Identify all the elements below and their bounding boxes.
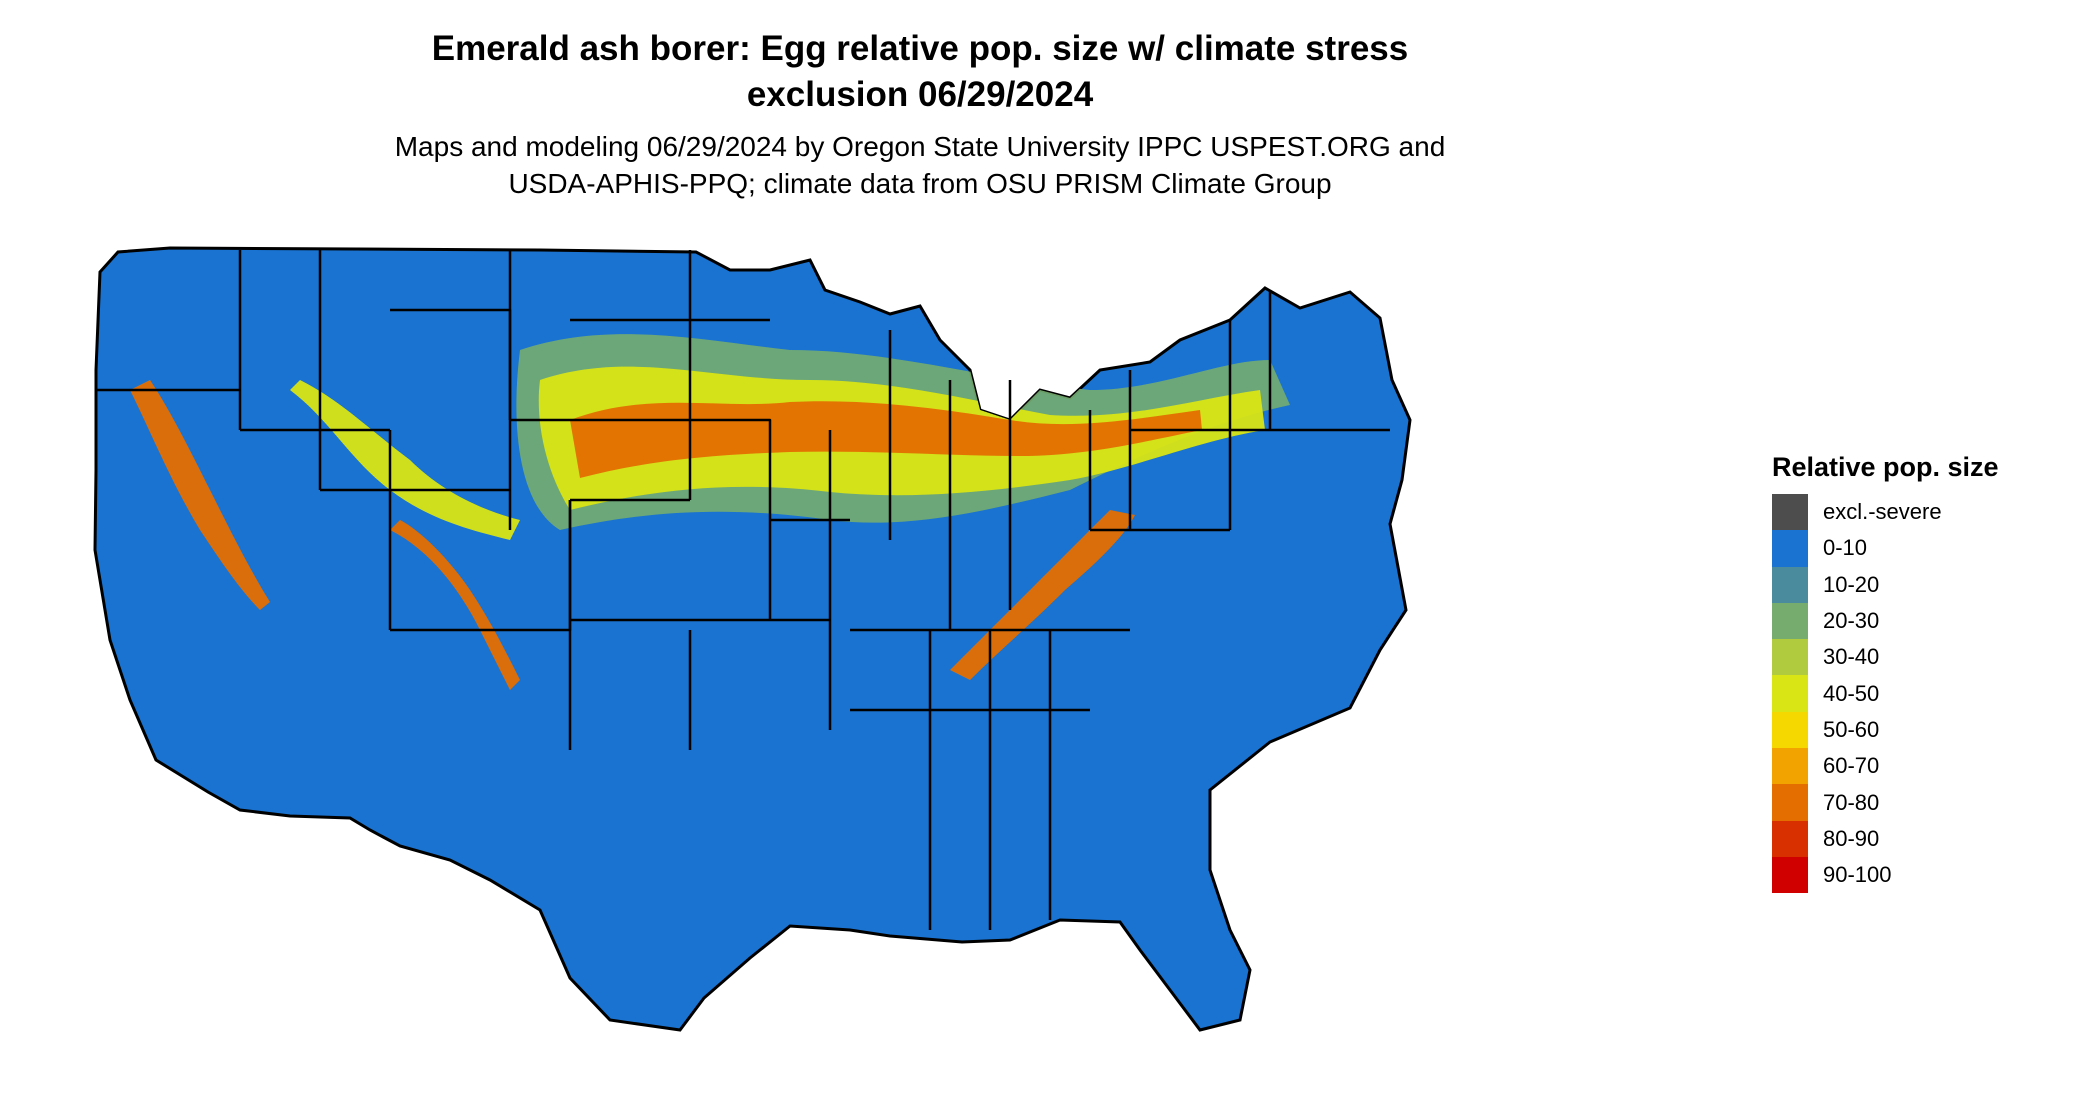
western-band-2	[290, 380, 520, 540]
legend-item: 90-100	[1772, 856, 2092, 894]
legend-swatch	[1772, 566, 1808, 603]
legend-label: 40-50	[1823, 680, 1880, 706]
legend: Relative pop. size excl.-severe 0-10 10-…	[1772, 450, 2092, 894]
map-subtitle: Maps and modeling 06/29/2024 by Oregon S…	[330, 128, 1510, 202]
legend-label: 60-70	[1823, 753, 1880, 779]
subtitle-line-2: USDA-APHIS-PPQ; climate data from OSU PR…	[508, 168, 1332, 199]
legend-item: 70-80	[1772, 784, 2092, 821]
legend-label: 50-60	[1823, 716, 1880, 742]
legend-swatch	[1772, 748, 1808, 785]
state-borders	[96, 250, 1390, 930]
western-band-1	[130, 380, 270, 610]
legend-items: excl.-severe 0-10 10-20 20-30 30-40 40-5…	[1772, 494, 2092, 894]
legend-swatch	[1772, 784, 1808, 821]
legend-label: 90-100	[1823, 862, 1892, 888]
legend-item: 40-50	[1772, 675, 2092, 712]
us-map	[93, 246, 1412, 1032]
legend-item: 60-70	[1772, 748, 2092, 785]
legend-label: 0-10	[1823, 535, 1868, 561]
legend-label: excl.-severe	[1823, 499, 1942, 525]
legend-item: 50-60	[1772, 711, 2092, 749]
legend-swatch	[1772, 711, 1808, 749]
legend-swatch	[1772, 675, 1808, 712]
legend-item: excl.-severe	[1772, 494, 2092, 531]
title-line-1: Emerald ash borer: Egg relative pop. siz…	[431, 29, 1409, 68]
legend-item: 0-10	[1772, 530, 2092, 567]
legend-label: 70-80	[1823, 789, 1880, 815]
title-line-2: exclusion 06/29/2024	[746, 75, 1094, 114]
legend-title: Relative pop. size	[1772, 452, 1999, 482]
border-mid-3	[570, 418, 772, 620]
legend-swatch	[1772, 820, 1808, 857]
legend-label: 10-20	[1823, 571, 1880, 597]
legend-swatch	[1772, 602, 1808, 640]
map-title: Emerald ash borer: Egg relative pop. siz…	[330, 26, 1510, 118]
western-band-3	[390, 520, 520, 690]
legend-swatch	[1772, 856, 1808, 894]
legend-item: 20-30	[1772, 602, 2092, 640]
legend-swatch	[1772, 494, 1808, 531]
legend-label: 20-30	[1823, 608, 1880, 634]
legend-item: 80-90	[1772, 820, 2092, 857]
legend-label: 30-40	[1823, 644, 1880, 670]
legend-swatch	[1772, 530, 1808, 567]
legend-label: 80-90	[1823, 825, 1880, 851]
legend-swatch	[1772, 639, 1808, 676]
legend-item: 30-40	[1772, 639, 2092, 676]
legend-item: 10-20	[1772, 566, 2092, 603]
us-map-area	[90, 230, 1750, 1110]
subtitle-line-1: Maps and modeling 06/29/2024 by Oregon S…	[394, 131, 1446, 162]
appalachian-band	[950, 510, 1135, 680]
